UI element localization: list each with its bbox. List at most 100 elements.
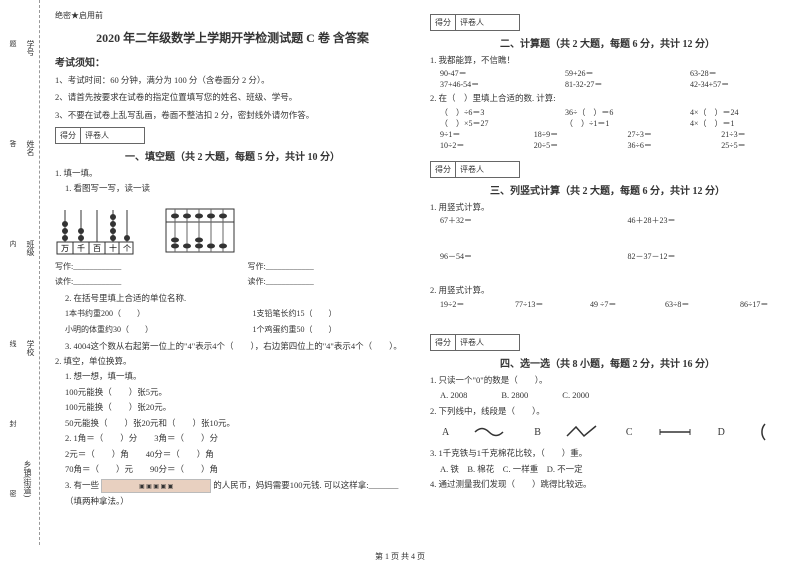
calc: （ ）÷6＝3: [440, 107, 535, 118]
left-column: 绝密★启用前 2020 年二年级数学上学期开学检测试题 C 卷 含答案 考试须知…: [55, 10, 410, 535]
blank: 小明的体重约30（ ）: [65, 323, 223, 337]
score-label: 得分: [431, 335, 456, 350]
blank: 70角＝（ ）元 90分＝（ ）角: [65, 462, 410, 476]
calc: 59+26＝: [565, 68, 660, 79]
calc: 90-47＝: [440, 68, 535, 79]
svg-text:百: 百: [93, 244, 101, 253]
arc-line-icon: [750, 422, 770, 442]
calc: 4×（ ）＝24: [690, 107, 785, 118]
question: 1. 只读一个"0"的数是（ ）。: [430, 373, 785, 387]
calc: 86÷17＝: [740, 299, 785, 310]
score-label: 得分: [56, 128, 81, 143]
calc: 21÷3＝: [721, 129, 785, 140]
blank: 50元能换（ ）张20元和（ ）张10元。: [65, 416, 410, 430]
seal-hint: 密: [8, 490, 18, 505]
score-box: 得分 评卷人: [430, 334, 520, 351]
question: 2. 用竖式计算。: [430, 283, 785, 297]
segment-line-icon: [658, 424, 693, 440]
section-title-2: 二、计算题（共 2 大题，每题 6 分，共计 12 分）: [430, 35, 785, 50]
calc: 36÷（ ）＝6: [565, 107, 660, 118]
sub-question: 1. 想一想，填一填。: [65, 369, 410, 383]
binding-area: 学号 姓名 班级 学校 乡镇(街道) 题 答 内 线 封 密: [0, 0, 40, 545]
seal-hint: 答: [8, 140, 18, 155]
calc: 18÷9＝: [534, 129, 598, 140]
options: A. 铁 B. 棉花 C. 一样重 D. 不一定: [440, 462, 785, 476]
seal-hint: 内: [8, 240, 18, 255]
calc: （ ）×5＝27: [440, 118, 535, 129]
choice-label: D: [718, 427, 725, 438]
sub-question: 1. 看图写一写，读一读: [65, 181, 410, 195]
calc: 46＋28＋23＝: [628, 215, 786, 226]
calc: 25÷5＝: [721, 140, 785, 151]
notice-item: 3、不要在试卷上乱写乱画，卷面不整洁扣 2 分，密封线外请勿作答。: [55, 108, 410, 123]
write-blank: 写作:____________: [248, 260, 411, 274]
choice-label: C: [626, 427, 633, 438]
blank: 2元＝（ ）角 40分＝（ ）角: [65, 447, 410, 461]
exam-page: 学号 姓名 班级 学校 乡镇(街道) 题 答 内 线 封 密 绝密★启用前 20…: [0, 0, 800, 545]
score-box: 得分 评卷人: [430, 14, 520, 31]
calc: 96－54＝: [440, 251, 598, 262]
score-box: 得分 评卷人: [430, 161, 520, 178]
calc: 37+46-54＝: [440, 79, 535, 90]
calc: 27÷3＝: [628, 129, 692, 140]
binding-label: 乡镇(街道): [22, 460, 33, 497]
notice-item: 2、请首先按要求在试卷的指定位置填写您的姓名、班级、学号。: [55, 90, 410, 105]
blank: 1支铅笔长约15（ ）: [253, 307, 411, 321]
sub-question: 3. 4004这个数从右起第一位上的"4"表示4个（ ），右边第四位上的"4"表…: [65, 339, 410, 353]
seal-hint: 封: [8, 420, 18, 435]
question: 1. 用竖式计算。: [430, 200, 785, 214]
sub-question: 3. 有一些 ▣ ▣ ▣ ▣ ▣ 的人民币，妈妈需要100元钱. 可以这样拿:_…: [65, 478, 410, 493]
right-column: 得分 评卷人 二、计算题（共 2 大题，每题 6 分，共计 12 分） 1. 我…: [430, 10, 785, 535]
notice-item: 1、考试时间：60 分钟，满分为 100 分（含卷面分 2 分）。: [55, 73, 410, 88]
svg-text:个: 个: [123, 244, 131, 253]
paper-title: 2020 年二年级数学上学期开学检测试题 C 卷 含答案: [55, 29, 410, 46]
question: 3. 1千克铁与1千克棉花比较，（ ）重。: [430, 446, 785, 460]
question: 2. 下列线中，线段是（ ）。: [430, 404, 785, 418]
secret-label: 绝密★启用前: [55, 10, 410, 21]
q-text: 的人民币，妈妈需要100元钱. 可以这样拿:_______: [213, 480, 398, 490]
svg-text:十: 十: [109, 243, 117, 253]
calc: 36÷6＝: [628, 140, 692, 151]
seal-hint: 线: [8, 340, 18, 355]
judge-label: 评卷人: [456, 335, 488, 350]
calc: 42-34+57＝: [690, 79, 785, 90]
svg-text:千: 千: [77, 243, 85, 253]
read-blank: 读作:____________: [55, 275, 218, 289]
figure-row: 万千百十个: [55, 200, 410, 255]
wavy-line-icon: [474, 424, 509, 440]
section-title-1: 一、填空题（共 2 大题，每题 5 分，共计 10 分）: [55, 148, 410, 163]
blank: 1个鸡蛋约重50（ ）: [253, 323, 411, 337]
calc: 77÷13＝: [515, 299, 560, 310]
q-text: 3. 有一些: [65, 480, 99, 490]
calc: （ ）÷1＝1: [565, 118, 660, 129]
calc: 82－37－12＝: [628, 251, 786, 262]
page-footer: 第 1 页 共 4 页: [0, 551, 800, 562]
choice-label: A: [442, 427, 449, 438]
blank: 100元能换（ ）张5元。: [65, 385, 410, 399]
calc: 4×（ ）＝1: [690, 118, 785, 129]
binding-label: 学校: [25, 340, 36, 356]
calc: 63-28＝: [690, 68, 785, 79]
question: 2. 填空，单位换算。: [55, 354, 410, 368]
q-text: （填两种拿法。）: [65, 494, 410, 508]
notice-heading: 考试须知：: [55, 54, 410, 69]
calc: 63÷8＝: [665, 299, 710, 310]
question: 1. 填一填。: [55, 166, 410, 180]
calc: 20÷5＝: [534, 140, 598, 151]
score-label: 得分: [431, 162, 456, 177]
binding-label: 姓名: [25, 140, 36, 156]
abacus-icon: [165, 208, 235, 255]
line-choices: A B C D: [442, 422, 785, 442]
calc: 81-32-27＝: [565, 79, 660, 90]
section-title-4: 四、选一选（共 8 小题，每题 2 分，共计 16 分）: [430, 355, 785, 370]
seal-hint: 题: [8, 40, 18, 55]
read-blank: 读作:____________: [248, 275, 411, 289]
blank: 2. 1角＝（ ）分 3角＝（ ）分: [65, 431, 410, 445]
question: 4. 通过测量我们发现（ ）跳得比较远。: [430, 477, 785, 491]
calc: 19÷2＝: [440, 299, 485, 310]
calc: 67＋32＝: [440, 215, 598, 226]
question: 2. 在（ ）里填上合适的数. 计算:: [430, 91, 785, 105]
zigzag-line-icon: [566, 424, 601, 440]
options: A. 2008 B. 2800 C. 2000: [440, 388, 785, 402]
question: 1. 我都能算，不信瞧！: [430, 53, 785, 67]
